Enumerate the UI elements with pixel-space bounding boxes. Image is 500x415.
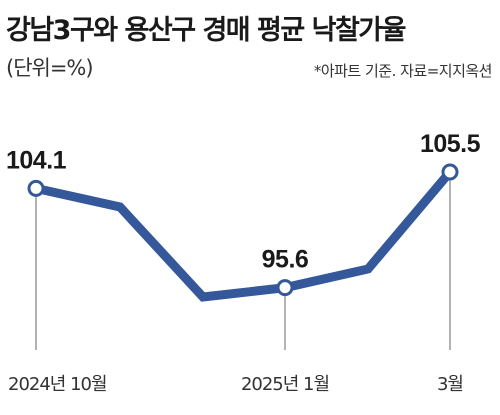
- unit-label: (단위=%): [6, 56, 94, 80]
- series-line: [35, 169, 454, 302]
- x-tick-label-1: 2025년 1월: [241, 374, 329, 395]
- data-point-0: [27, 179, 45, 197]
- x-tick-label-0: 2024년 10월: [8, 374, 107, 395]
- guide-lines: [35, 172, 451, 350]
- data-labels: 104.1 95.6 105.5: [6, 130, 481, 274]
- x-tick-label-2: 3월: [437, 374, 463, 395]
- data-point-1: [276, 279, 294, 297]
- series-line-group: [35, 169, 454, 302]
- data-label-0: 104.1: [6, 146, 67, 174]
- data-label-2: 105.5: [420, 130, 481, 158]
- chart-title: 강남3구와 용산구 경매 평균 낙찰가율: [6, 15, 407, 46]
- x-axis-labels: 2024년 10월 2025년 1월 3월: [8, 374, 464, 395]
- source-note: *아파트 기준. 자료=지지옥션: [313, 62, 493, 80]
- markers: [27, 163, 459, 297]
- data-point-2: [441, 163, 459, 181]
- data-label-1: 95.6: [262, 246, 309, 274]
